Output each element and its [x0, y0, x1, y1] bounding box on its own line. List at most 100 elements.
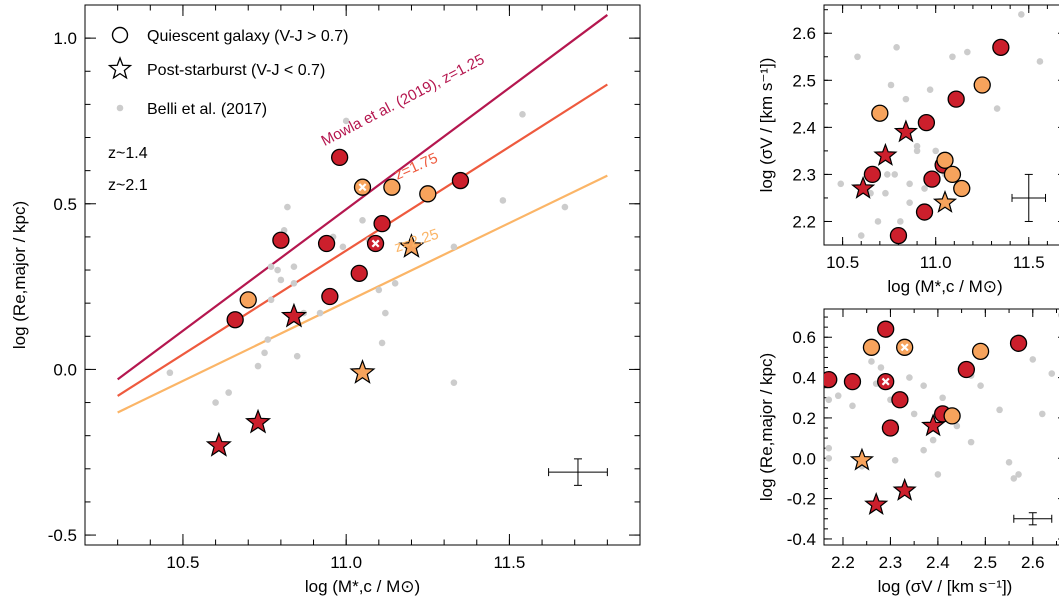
legend-circle-marker — [111, 26, 129, 44]
quiescent-red-point — [891, 391, 909, 409]
quiescent-orange-point — [971, 342, 990, 361]
x-tick-label: 2.2 — [831, 553, 855, 572]
post-starburst-orange-point — [349, 359, 376, 384]
x-axis-label: log (M*,c / M⊙) — [305, 577, 420, 596]
quiescent-red-point — [992, 38, 1010, 57]
post-starburst-orange-point — [398, 233, 425, 258]
quiescent-orange-point — [936, 151, 954, 169]
belli-point — [939, 394, 946, 402]
quiescent-red-point — [877, 320, 895, 338]
belli-point — [964, 48, 971, 56]
quiescent-orange-point — [973, 76, 991, 94]
plot-frame — [823, 308, 1059, 546]
belli-point — [893, 44, 900, 51]
quiescent-orange-point — [383, 178, 401, 196]
quiescent-red-point — [915, 203, 934, 221]
belli-point — [857, 232, 865, 239]
cross-mark-stroke — [900, 343, 909, 352]
x-tick-label: 11.0 — [330, 553, 362, 572]
y-tick-label: 2.3 — [792, 165, 816, 184]
data-layer — [824, 312, 1059, 515]
y-tick-label: -0.2 — [787, 490, 816, 509]
belli-point — [837, 180, 845, 188]
belli-point — [825, 454, 833, 462]
belli-point — [929, 436, 937, 444]
belli-point — [1036, 58, 1044, 65]
belli-point — [877, 364, 885, 371]
belli-point — [932, 147, 939, 155]
x-tick-label: 11.5 — [1013, 253, 1045, 272]
x-axis-label: log (M*,c / M⊙) — [887, 277, 1002, 296]
post-starburst-red-point — [864, 491, 889, 515]
y-tick-label: 2.5 — [792, 71, 816, 90]
belli-point — [926, 86, 934, 94]
post-starburst-red-point — [851, 175, 876, 199]
belli-point — [883, 171, 891, 178]
belli-point — [882, 189, 889, 197]
post-starburst-red-point — [244, 408, 272, 434]
belli-point — [906, 199, 913, 206]
belli-point — [854, 53, 861, 61]
post-starburst-red-point — [921, 413, 946, 437]
belli-point — [1029, 356, 1037, 363]
y-tick-label: -0.5 — [48, 526, 77, 545]
quiescent-red-point — [321, 287, 339, 306]
y-tick-label: 0.6 — [792, 328, 816, 347]
x-tick-label: 2.3 — [879, 553, 903, 572]
belli-point — [825, 444, 833, 452]
belli-point — [996, 406, 1003, 414]
belli-point — [359, 217, 366, 224]
post-starburst-orange-point — [849, 447, 875, 471]
y-tick-label: 0.4 — [792, 369, 816, 388]
legend-label: Belli et al. (2017) — [147, 101, 267, 118]
data-layer — [837, 11, 1059, 245]
y-tick-label: 0.5 — [53, 195, 77, 214]
cross-mark-stroke — [358, 183, 367, 192]
belli-point — [254, 362, 262, 370]
post-starburst-orange-point — [932, 189, 958, 213]
legend-label: Quiescent galaxy (V-J > 0.7) — [147, 28, 348, 45]
quiescent-red-point — [957, 360, 976, 379]
belli-point — [834, 392, 842, 400]
belli-point — [906, 374, 913, 381]
quiescent-red-point — [373, 215, 391, 233]
legend-dot-marker — [116, 104, 124, 112]
quiescent-orange-point — [943, 407, 961, 425]
belli-point — [1038, 410, 1046, 418]
x-axis-label: log (σV / [km s⁻¹]) — [878, 577, 1013, 596]
post-starburst-red-point — [873, 142, 898, 166]
belli-point — [977, 382, 984, 389]
y-axis-label: log (Re,major / kpc) — [757, 353, 776, 501]
y-axis-label: log (σV / [km s⁻¹]) — [757, 58, 776, 193]
y-tick-label: 2.4 — [792, 118, 816, 137]
legend-label: Post-starburst (V-J < 0.7) — [147, 62, 325, 79]
bottom-right-scatter-panel: 2.2 2.3 2.4 2.5 2.6 -0.4 -0.2 0.0 0.2 0.4 0.6 log (… — [757, 308, 1059, 596]
relation-line — [117, 83, 608, 397]
post-starburst-red-point — [205, 431, 232, 457]
data-layer — [116, 14, 609, 457]
belli-point — [920, 446, 927, 454]
belli-point — [267, 263, 275, 271]
quiescent-red-point — [863, 165, 882, 184]
quiescent-orange-point — [862, 338, 881, 356]
quiescent-red-point — [1009, 334, 1028, 352]
belli-point — [920, 382, 927, 389]
quiescent-red-point — [889, 226, 908, 245]
belli-point — [902, 95, 910, 103]
x-tick-label: 2.4 — [926, 553, 950, 572]
belli-point — [290, 279, 298, 287]
quiescent-red-point — [881, 419, 900, 437]
cross-mark-stroke — [371, 239, 380, 248]
y-tick-label: 1.0 — [53, 29, 77, 48]
belli-point — [949, 53, 956, 61]
belli-point — [953, 422, 961, 430]
belli-point — [316, 309, 324, 317]
belli-point — [887, 81, 895, 89]
cross-mark — [358, 183, 367, 192]
post-starburst-red-point — [893, 119, 918, 143]
post-starburst-red-point — [280, 302, 307, 328]
quiescent-red-point — [350, 264, 368, 282]
error-bar — [1013, 512, 1053, 526]
belli-point — [849, 402, 856, 410]
legend: Quiescent galaxy (V-J > 0.7) Post-starbur… — [107, 26, 348, 194]
